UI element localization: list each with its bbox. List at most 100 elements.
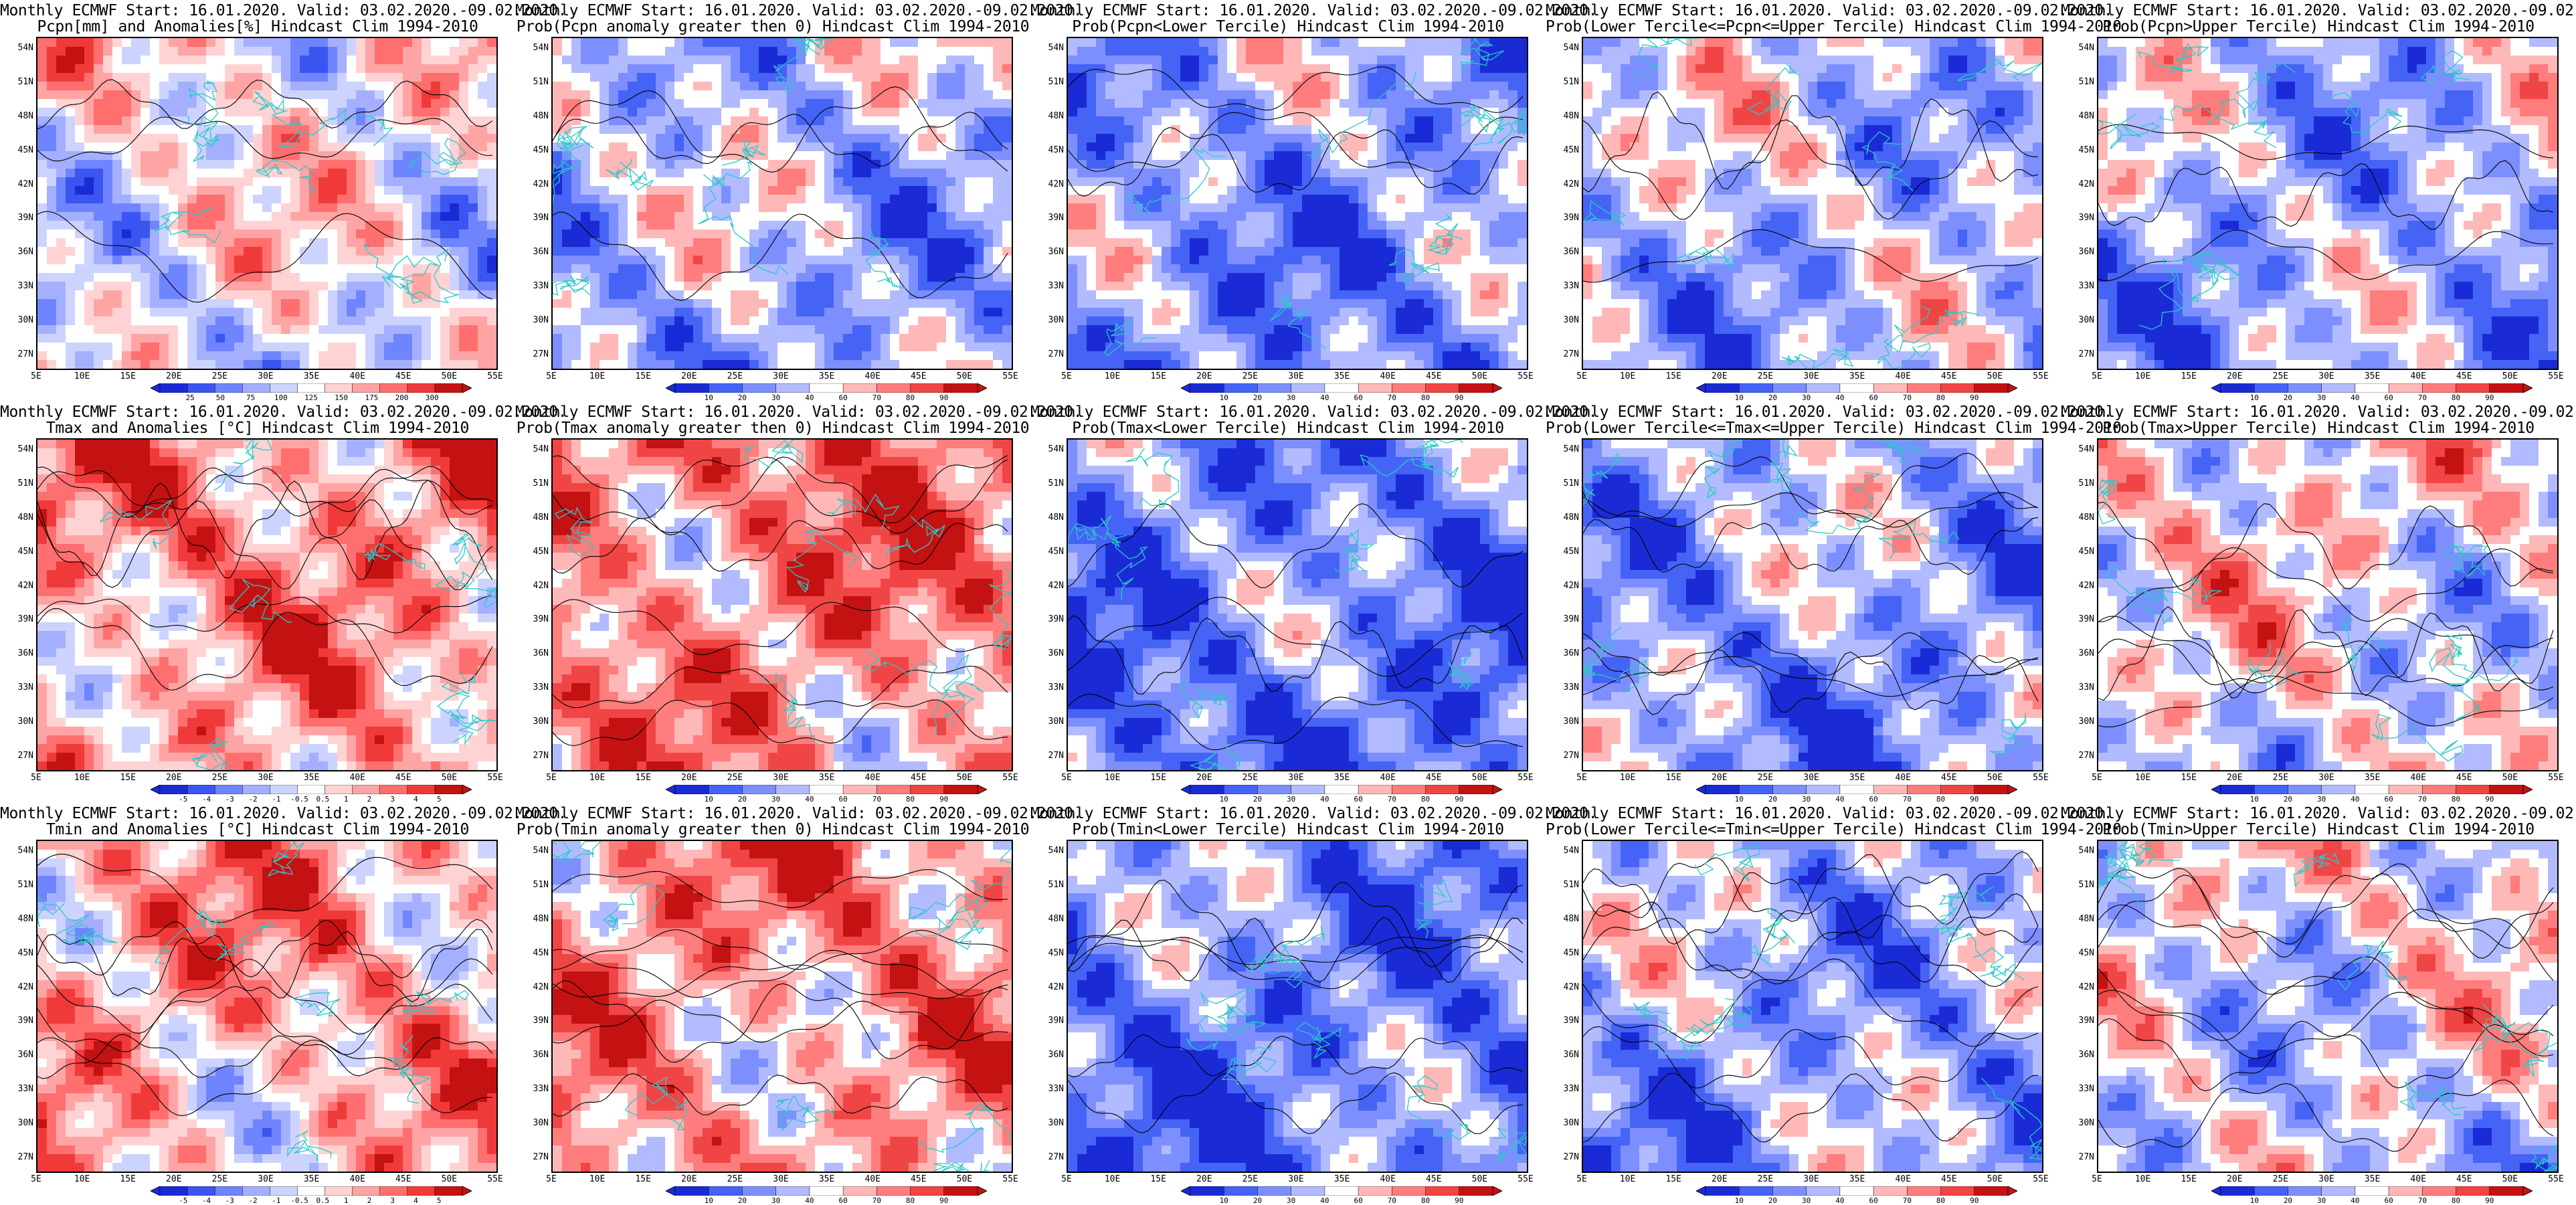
latitude-tick-label: 48N [2072,513,2094,522]
shaded-field [2098,841,2557,1172]
color-bar-tick-label: 60 [1345,796,1372,803]
longitude-tick-label: 50E [1466,773,1493,782]
contour-lines [37,854,493,1117]
longitude-tick-label: 50E [2496,1175,2523,1184]
longitude-tick-label: 45E [1936,1175,1962,1184]
contour-lines [37,466,493,691]
latitude-tick-label: 42N [1041,983,1064,992]
longitude-tick-label: 55E [482,372,509,381]
color-bar-svg [666,785,987,794]
longitude-tick-label: 40E [2405,773,2431,782]
latitude-tick-label: 48N [11,112,33,120]
latitude-tick-label: 27N [1556,350,1579,359]
longitude-tick-label: 40E [1890,773,1916,782]
latitude-tick-label: 42N [2072,983,2094,992]
color-bar-tick-label: 70 [1378,1197,1405,1204]
panel-title-line2: Prob(Lower Tercile<=Tmax<=Upper Tercile)… [1546,420,2122,436]
contour-lines [1583,452,2039,715]
longitude-tick-label: 15E [114,1175,141,1184]
color-bar-tick-label: 90 [1961,796,1988,803]
color-bar-tick-label: 20 [729,796,755,803]
color-bar-tick-label: 40 [796,796,823,803]
panel-title-line1: Monthly ECMWF Start: 16.01.2020. Valid: … [515,3,1083,19]
color-bar-tick-label: 3 [379,796,406,803]
latitude-tick-label: 36N [526,649,549,658]
forecast-panel: Monthly ECMWF Start: 16.01.2020. Valid: … [1030,401,1598,803]
latitude-tick-label: 45N [1041,146,1064,155]
latitude-tick-label: 48N [11,513,33,522]
color-bar-tick-label: 70 [863,796,890,803]
latitude-tick-label: 48N [1041,513,1064,522]
latitude-tick-label: 27N [526,1153,549,1162]
color-bar-tick-label: 20 [2274,796,2301,803]
map-plot-area [36,438,498,771]
contour-lines [1583,91,2039,283]
color-bar-tick-label: 90 [1446,394,1473,401]
color-bar-tick-label: 80 [1928,1197,1954,1204]
latitude-tick-label: 27N [11,751,33,760]
longitude-tick-label: 30E [1798,372,1825,381]
latitude-tick-label: 42N [1556,581,1579,590]
color-bar-tick-label: -5 [170,1197,197,1204]
color-bar-tick-label: 90 [1446,1197,1473,1204]
color-bar-tick-label: 60 [1860,1197,1887,1204]
color-bar-tick-label: 80 [1412,796,1439,803]
longitude-tick-label: 50E [1981,773,2008,782]
longitude-tick-label: 45E [905,372,932,381]
latitude-tick-label: 54N [526,846,549,855]
latitude-tick-label: 51N [526,880,549,889]
latitude-tick-label: 33N [11,282,33,290]
longitude-tick-label: 45E [905,773,932,782]
longitude-tick-label: 40E [859,773,886,782]
latitude-tick-label: 30N [526,717,549,726]
longitude-tick-label: 15E [114,773,141,782]
forecast-panel: Monthly ECMWF Start: 16.01.2020. Valid: … [515,0,1083,401]
latitude-tick-label: 54N [1041,43,1064,52]
latitude-tick-label: 51N [11,479,33,488]
color-bar-tick-label: 90 [1446,796,1473,803]
coastline-borders [1583,38,2042,369]
latitude-tick-label: 36N [1041,1050,1064,1059]
color-bar-svg [1696,785,2017,794]
panel-title-line2: Prob(Tmin>Upper Tercile) Hindcast Clim 1… [2061,822,2576,838]
longitude-tick-label: 10E [69,773,96,782]
longitude-tick-label: 20E [1191,773,1218,782]
longitude-tick-label: 5E [2084,773,2110,782]
longitude-tick-label: 5E [23,773,50,782]
coastline-borders [37,841,470,1162]
latitude-tick-label: 51N [1041,880,1064,889]
color-bar-tick-label: 60 [1860,796,1887,803]
longitude-tick-label: 10E [1099,372,1126,381]
longitude-tick-label: 20E [2221,773,2248,782]
color-bar-tick-label: 10 [695,796,722,803]
longitude-tick-label: 55E [1512,773,1539,782]
color-bar-tick-label: 10 [2241,1197,2268,1204]
longitude-tick-label: 45E [905,1175,932,1184]
latitude-tick-label: 36N [2072,649,2094,658]
longitude-tick-label: 25E [1236,372,1263,381]
color-bar-svg [1181,785,1502,794]
latitude-tick-label: 39N [1556,213,1579,222]
latitude-tick-label: 36N [2072,1050,2094,1059]
longitude-tick-label: 35E [1329,372,1356,381]
color-bar-tick-label: 30 [763,796,790,803]
latitude-tick-label: 48N [1041,112,1064,120]
latitude-tick-label: 27N [2072,350,2094,359]
coastline-borders [2098,478,2521,762]
contour-lines [1068,66,1524,197]
latitude-tick-label: 54N [1556,846,1579,855]
longitude-tick-label: 30E [252,372,279,381]
color-bar-svg [2211,1186,2533,1196]
longitude-tick-label: 35E [1329,773,1356,782]
color-bar-tick-label: 90 [931,1197,957,1204]
latitude-tick-label: 51N [526,479,549,488]
latitude-tick-label: 39N [2072,615,2094,624]
color-bar-tick-label: 30 [763,1197,790,1204]
color-bar-tick-label: 75 [238,394,264,401]
latitude-tick-label: 54N [2072,846,2094,855]
color-bar-tick-label: 10 [695,394,722,401]
latitude-tick-label: 54N [11,445,33,454]
longitude-tick-label: 5E [23,372,50,381]
map-svg [1068,841,1527,1172]
color-bar-tick-label: 30 [2308,796,2335,803]
